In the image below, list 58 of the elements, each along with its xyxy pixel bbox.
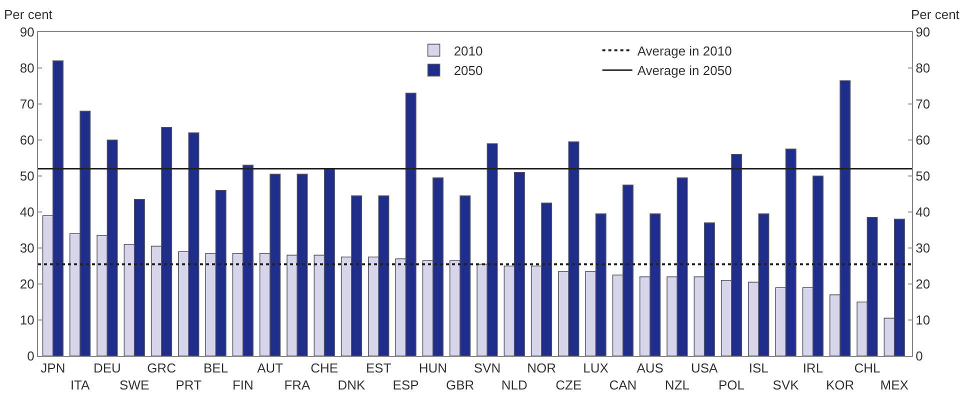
x-tick-label: LUX <box>583 360 609 376</box>
x-tick-label: MEX <box>880 378 909 392</box>
y-axis-title: Per cent <box>4 7 53 22</box>
y-tick-label: 30 <box>20 240 34 256</box>
y2-tick-label: 80 <box>916 60 930 76</box>
x-tick-label: CAN <box>609 378 637 392</box>
legend-label: 2050 <box>454 63 483 78</box>
y-tick-label: 20 <box>20 276 34 292</box>
x-tick-label: FIN <box>232 378 254 392</box>
y2-tick-label: 0 <box>916 348 923 364</box>
x-tick-label: ISL <box>748 360 768 376</box>
y2-tick-label: 90 <box>916 24 930 40</box>
x-tick-label: USA <box>690 360 718 376</box>
x-tick-label: HUN <box>418 360 448 376</box>
y2-tick-label: 60 <box>916 132 930 148</box>
x-tick-label: CHE <box>310 360 338 376</box>
x-tick-label: CHL <box>854 360 880 376</box>
x-tick-label: ESP <box>392 378 419 392</box>
x-tick-label: GBR <box>446 378 474 392</box>
y2-tick-label: 10 <box>916 312 930 328</box>
y-tick-label: 50 <box>20 168 34 184</box>
y2-axis-title: Per cent <box>911 7 960 22</box>
y-tick-label: 60 <box>20 132 34 148</box>
y-tick-label: 0 <box>27 348 34 364</box>
x-tick-label: POL <box>718 378 745 392</box>
x-tick-label: PRT <box>176 378 202 392</box>
y2-tick-label: 70 <box>916 96 930 112</box>
y-tick-label: 70 <box>20 96 34 112</box>
x-tick-label: GRC <box>147 360 176 376</box>
x-tick-label: AUT <box>257 360 284 376</box>
x-tick-label: NZL <box>664 378 690 392</box>
x-tick-label: KOR <box>826 378 854 392</box>
x-tick-label: NOR <box>527 360 556 376</box>
y-tick-label: 10 <box>20 312 34 328</box>
x-tick-label: FRA <box>284 378 311 392</box>
x-tick-label: SWE <box>120 378 150 392</box>
x-tick-label: DNK <box>338 378 366 392</box>
legend-label: Average in 2050 <box>637 63 732 78</box>
y-tick-label: 40 <box>20 204 34 220</box>
x-tick-label: ITA <box>70 378 90 392</box>
legend-label: Average in 2010 <box>637 43 732 58</box>
x-tick-label: IRL <box>802 360 824 376</box>
y2-tick-label: 20 <box>916 276 930 292</box>
x-tick-label: CZE <box>556 378 582 392</box>
y2-tick-label: 30 <box>916 240 930 256</box>
y2-tick-label: 50 <box>916 168 930 184</box>
legend-label: 2010 <box>454 43 483 58</box>
x-tick-label: NLD <box>501 378 528 392</box>
x-tick-label: AUS <box>636 360 664 376</box>
y2-tick-label: 40 <box>916 204 930 220</box>
x-tick-label: SVK <box>772 378 800 392</box>
x-tick-label: JPN <box>40 360 66 376</box>
x-tick-label: DEU <box>93 360 121 376</box>
x-tick-label: BEL <box>204 360 228 376</box>
x-tick-label: SVN <box>474 360 501 376</box>
y-tick-label: 90 <box>20 24 34 40</box>
x-tick-label: EST <box>366 360 392 376</box>
y-tick-label: 80 <box>20 60 34 76</box>
